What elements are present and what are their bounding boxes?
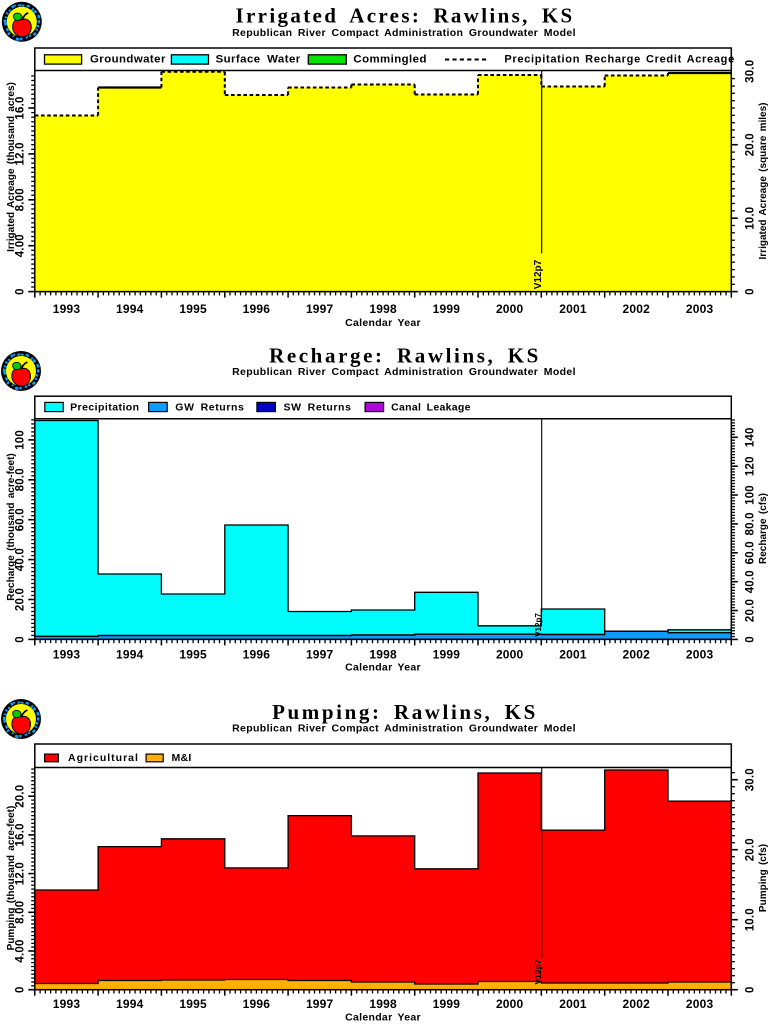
svg-text:1999: 1999 <box>433 302 461 316</box>
svg-text:Commingled: Commingled <box>353 53 426 65</box>
svg-text:Recharge (cfs): Recharge (cfs) <box>758 493 768 564</box>
svg-text:1998: 1998 <box>369 647 397 661</box>
svg-text:2002: 2002 <box>623 302 651 316</box>
svg-text:Recharge: Rawlins, KS: Recharge: Rawlins, KS <box>269 344 541 368</box>
svg-text:40.0: 40.0 <box>745 570 757 593</box>
svg-text:Irrigated Acreage (square mile: Irrigated Acreage (square miles) <box>758 103 768 260</box>
svg-text:Surface Water: Surface Water <box>216 53 301 65</box>
svg-text:2003: 2003 <box>686 997 714 1011</box>
svg-text:60.0: 60.0 <box>745 541 757 564</box>
svg-text:V12p7: V12p7 <box>533 959 543 984</box>
svg-text:0: 0 <box>745 986 757 993</box>
svg-text:0: 0 <box>745 636 757 643</box>
svg-text:16.0: 16.0 <box>15 823 27 846</box>
svg-text:1994: 1994 <box>116 997 144 1011</box>
svg-text:1997: 1997 <box>306 302 334 316</box>
svg-text:20.0: 20.0 <box>745 838 757 861</box>
svg-text:12.0: 12.0 <box>15 142 27 165</box>
svg-text:GW Returns: GW Returns <box>175 402 244 414</box>
svg-text:2000: 2000 <box>496 647 524 661</box>
svg-text:Irrigated Acres: Rawlins, KS: Irrigated Acres: Rawlins, KS <box>235 3 574 27</box>
svg-text:Pumping (thousand acre-feet): Pumping (thousand acre-feet) <box>6 806 17 951</box>
svg-text:1993: 1993 <box>53 997 81 1011</box>
svg-text:120: 120 <box>745 456 757 476</box>
svg-text:1997: 1997 <box>306 997 334 1011</box>
svg-text:0: 0 <box>745 288 757 295</box>
svg-text:40.0: 40.0 <box>15 548 27 571</box>
svg-text:2002: 2002 <box>623 997 651 1011</box>
svg-text:1999: 1999 <box>433 997 461 1011</box>
svg-text:1997: 1997 <box>306 647 334 661</box>
svg-text:2001: 2001 <box>559 997 587 1011</box>
svg-text:Calendar Year: Calendar Year <box>345 317 421 329</box>
svg-text:2003: 2003 <box>686 647 714 661</box>
svg-text:4.00: 4.00 <box>15 939 27 962</box>
svg-text:2000: 2000 <box>496 997 524 1011</box>
svg-text:1995: 1995 <box>179 647 207 661</box>
svg-text:Recharge (thousand acre-feet): Recharge (thousand acre-feet) <box>6 453 17 600</box>
svg-text:0: 0 <box>15 986 27 993</box>
svg-text:Precipitation Recharge Credit: Precipitation Recharge Credit Acreage <box>504 53 735 65</box>
svg-text:8.00: 8.00 <box>15 188 27 211</box>
svg-text:2002: 2002 <box>623 647 651 661</box>
svg-text:2000: 2000 <box>496 302 524 316</box>
svg-text:100: 100 <box>15 430 27 450</box>
svg-text:20.0: 20.0 <box>745 599 757 622</box>
svg-text:20.0: 20.0 <box>15 588 27 611</box>
svg-text:16.0: 16.0 <box>15 96 27 119</box>
svg-text:1994: 1994 <box>116 302 144 316</box>
svg-text:Calendar Year: Calendar Year <box>345 1012 421 1024</box>
svg-text:0: 0 <box>15 288 27 295</box>
svg-text:1995: 1995 <box>179 997 207 1011</box>
svg-text:8.00: 8.00 <box>15 901 27 924</box>
svg-text:140: 140 <box>745 427 757 447</box>
svg-text:1996: 1996 <box>243 302 271 316</box>
svg-text:30.0: 30.0 <box>745 60 757 83</box>
svg-text:60.0: 60.0 <box>15 508 27 531</box>
svg-text:SW Returns: SW Returns <box>284 402 352 414</box>
svg-text:20.0: 20.0 <box>745 133 757 156</box>
svg-text:Republican River Compact Admin: Republican River Compact Administration … <box>232 723 576 735</box>
svg-text:Canal Leakage: Canal Leakage <box>391 402 471 414</box>
svg-text:V12p7: V12p7 <box>533 259 544 289</box>
svg-text:1995: 1995 <box>179 302 207 316</box>
svg-text:1994: 1994 <box>116 647 144 661</box>
svg-text:Pumping: Rawlins, KS: Pumping: Rawlins, KS <box>272 700 538 724</box>
svg-text:30.0: 30.0 <box>745 768 757 791</box>
svg-text:100: 100 <box>745 485 757 505</box>
svg-text:V12p7: V12p7 <box>534 613 543 637</box>
svg-text:Calendar Year: Calendar Year <box>345 662 421 674</box>
svg-text:1998: 1998 <box>369 997 397 1011</box>
svg-text:1998: 1998 <box>369 302 397 316</box>
svg-text:Precipitation: Precipitation <box>70 402 139 414</box>
svg-text:M&I: M&I <box>172 752 192 764</box>
svg-text:1996: 1996 <box>243 647 271 661</box>
svg-text:1999: 1999 <box>433 647 461 661</box>
svg-text:0: 0 <box>15 636 27 643</box>
svg-text:12.0: 12.0 <box>15 862 27 885</box>
svg-text:1996: 1996 <box>243 997 271 1011</box>
svg-text:80.0: 80.0 <box>745 512 757 535</box>
svg-text:2003: 2003 <box>686 302 714 316</box>
svg-text:Irrigated Acreage (thousand ac: Irrigated Acreage (thousand acres) <box>6 82 17 252</box>
svg-text:Republican River Compact Admin: Republican River Compact Administration … <box>232 27 576 39</box>
svg-text:2001: 2001 <box>559 302 587 316</box>
svg-text:20.0: 20.0 <box>15 785 27 808</box>
svg-text:4.00: 4.00 <box>15 234 27 257</box>
svg-text:Groundwater: Groundwater <box>90 53 166 65</box>
svg-text:2001: 2001 <box>559 647 587 661</box>
svg-text:Agricultural: Agricultural <box>68 752 139 764</box>
svg-text:1993: 1993 <box>53 302 81 316</box>
svg-text:1993: 1993 <box>53 647 81 661</box>
svg-text:10.0: 10.0 <box>745 908 757 931</box>
svg-text:Pumping (cfs): Pumping (cfs) <box>758 844 768 912</box>
svg-text:10.0: 10.0 <box>745 207 757 230</box>
svg-text:80.0: 80.0 <box>15 468 27 491</box>
svg-text:Republican River Compact Admin: Republican River Compact Administration … <box>232 366 576 378</box>
